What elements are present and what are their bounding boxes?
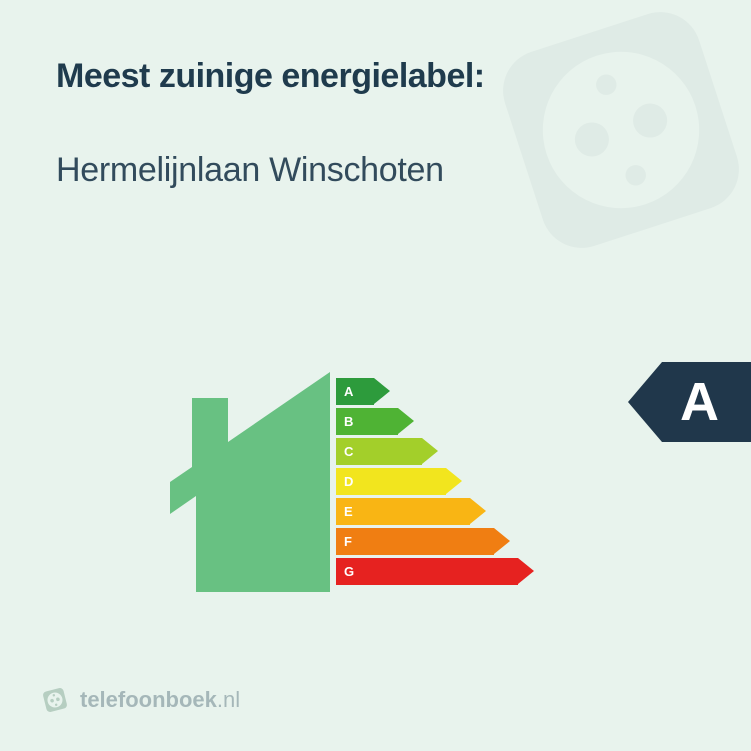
- energy-bar-arrow: [398, 408, 414, 434]
- result-badge-body: A: [662, 362, 751, 442]
- energy-bar-label: E: [344, 498, 353, 525]
- result-badge: A: [628, 362, 751, 442]
- energy-bar-label: C: [344, 438, 353, 465]
- energy-bar-body: [336, 498, 470, 525]
- energy-bar-label: D: [344, 468, 353, 495]
- energy-bar-label: B: [344, 408, 353, 435]
- energy-bar-body: [336, 378, 374, 405]
- energy-bar-label: G: [344, 558, 354, 585]
- content-area: Meest zuinige energielabel: Hermelijnlaa…: [0, 0, 751, 190]
- phonebook-icon: [40, 685, 70, 715]
- house-icon: [170, 372, 330, 592]
- result-letter: A: [680, 375, 719, 429]
- energy-bar-arrow: [374, 378, 390, 404]
- result-badge-arrow: [628, 362, 662, 442]
- energy-bar-arrow: [470, 498, 486, 524]
- energy-label-chart: ABCDEFG A: [0, 350, 751, 610]
- energy-bar-arrow: [518, 558, 534, 584]
- footer-brand-name: telefoonboek: [80, 687, 217, 712]
- street-name: Hermelijnlaan Winschoten: [56, 151, 695, 190]
- footer-brand: telefoonboek.nl: [40, 685, 240, 715]
- energy-bar-body: [336, 558, 518, 585]
- page-title: Meest zuinige energielabel:: [56, 56, 695, 97]
- energy-bar-body: [336, 528, 494, 555]
- energy-bar-arrow: [422, 438, 438, 464]
- footer-text: telefoonboek.nl: [80, 687, 240, 713]
- footer-brand-tld: .nl: [217, 687, 240, 712]
- energy-bar-arrow: [446, 468, 462, 494]
- energy-bar-label: A: [344, 378, 353, 405]
- energy-bar-arrow: [494, 528, 510, 554]
- energy-bar-label: F: [344, 528, 352, 555]
